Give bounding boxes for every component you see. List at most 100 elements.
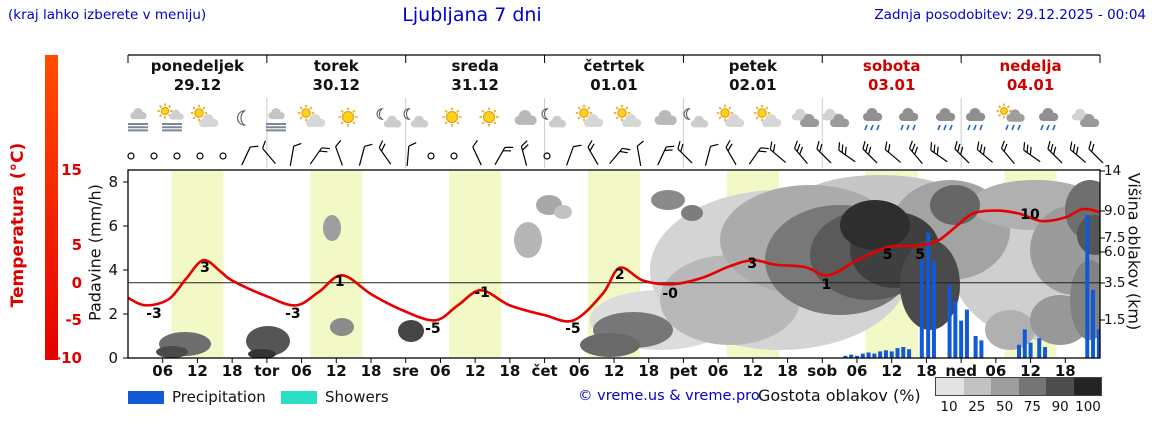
day-header-sobota: sobota 03.01 (823, 57, 961, 95)
precip-axis-tick-6: 6 (108, 217, 118, 235)
wind-barb-icon (609, 147, 631, 165)
bottom-axis-label-12: 12 (464, 362, 486, 380)
showers-legend-label: Showers (325, 388, 389, 406)
temp-point-label: 2 (615, 267, 625, 283)
wind-barb-icon (725, 140, 737, 165)
bottom-axis-label-06: 06 (152, 362, 174, 380)
precip-axis-tick-0: 0 (108, 349, 118, 367)
weather-icon-fog (128, 108, 148, 132)
bottom-axis-label-18: 18 (1054, 362, 1076, 380)
day-header-sreda: sreda 31.12 (406, 57, 544, 95)
wind-barb-icon (1023, 142, 1041, 163)
precip-axis-tick-2: 2 (108, 305, 118, 323)
cloud-axis-tick-14: 14 (1104, 163, 1122, 179)
weather-icon-rain (966, 108, 986, 131)
temperature-curve (128, 207, 1100, 323)
bottom-axis-label-12: 12 (1020, 362, 1041, 380)
bottom-axis-label-06: 06 (291, 362, 312, 380)
bottom-axis-label-18: 18 (638, 362, 660, 380)
precip-bar (1085, 215, 1090, 358)
weather-icon-fog-sun (157, 103, 184, 132)
wind-barb-icon (884, 141, 902, 163)
temp-axis-tick--5: -5 (65, 311, 82, 329)
precip-bar (964, 309, 969, 358)
weather-icon-sun-cloud (716, 104, 745, 128)
wind-calm-icon (219, 152, 227, 160)
weather-icon-moon-cloud (376, 108, 402, 128)
precip-bar (1022, 329, 1027, 358)
temp-point-label: 5 (883, 247, 893, 263)
day-date: 31.12 (451, 76, 499, 94)
precip-bar (1017, 344, 1021, 358)
precip-bar (901, 347, 906, 358)
weather-icon-sun (338, 107, 358, 127)
cloud-scale-segment (963, 378, 991, 395)
bottom-axis-label-pet: pet (669, 362, 698, 380)
day-name: ponedeljek (150, 57, 245, 75)
copyright-link[interactable]: © vreme.us & vreme.pro (578, 388, 760, 404)
precip-bar (979, 340, 984, 358)
cloud-scale-segment (1046, 378, 1074, 395)
showers-swatch (281, 391, 317, 404)
wind-barb-icon (794, 140, 808, 165)
day-header-petek: petek 02.01 (684, 57, 822, 95)
bottom-axis-label-sob: sob (807, 362, 838, 380)
wind-barb-icon (241, 145, 259, 166)
day-date: 02.01 (729, 76, 777, 94)
weather-icon-rain (1039, 108, 1059, 131)
precipitation-bars (843, 215, 1100, 358)
precip-bar (860, 353, 865, 358)
weather-icon-clouds (1071, 108, 1100, 128)
cloud-axis-tick-7.5: 7.5 (1104, 230, 1126, 246)
bottom-axis-label-sre: sre (392, 362, 419, 380)
weather-icon-rain (936, 108, 956, 131)
precip-bar (878, 351, 883, 358)
wind-barbs-row (127, 140, 1104, 167)
bottom-axis-label-ned: ned (945, 362, 977, 380)
wind-barb-icon (1001, 140, 1015, 165)
weather-icons-row (128, 103, 1100, 132)
bottom-axis-label-12: 12 (325, 362, 347, 380)
temp-point-label: -0 (662, 286, 678, 302)
temp-point-label: 10 (1020, 207, 1040, 223)
day-header-nedelja: nedelja 04.01 (962, 57, 1100, 95)
bottom-axis-label-12: 12 (881, 362, 903, 380)
temperature-colorbar (45, 55, 58, 360)
temp-point-label: 5 (915, 247, 925, 263)
wind-calm-icon (196, 152, 204, 160)
cloud-scale-label-100: 100 (1075, 399, 1101, 415)
wind-barb-icon (748, 147, 769, 165)
temp-point-label: 3 (200, 260, 210, 276)
weather-icon-rain-sun (996, 103, 1025, 131)
bottom-axis-label-18: 18 (915, 362, 937, 380)
menu-hint: (kraj lahko izberete v meniju) (8, 7, 207, 23)
wind-barb-icon (289, 142, 302, 166)
day-name: sobota (862, 57, 921, 75)
cloud-axis-tick-6.0: 6.0 (1104, 244, 1126, 260)
temp-axis-tick--10: -10 (54, 349, 82, 367)
day-name: nedelja (999, 57, 1062, 75)
precip-bar (1091, 289, 1096, 358)
wind-barb-icon (954, 140, 970, 164)
cloud-scale-label-50: 50 (996, 399, 1014, 415)
precip-bar (843, 355, 848, 358)
bottom-axis-label-12: 12 (603, 362, 625, 380)
wind-barb-icon (677, 140, 693, 164)
bottom-axis-label-18: 18 (499, 362, 521, 380)
cloud-scale-segment (991, 378, 1019, 395)
cloud-scale-label-90: 90 (1051, 399, 1069, 415)
precip-bar (959, 320, 964, 358)
precip-bar (953, 300, 958, 358)
last-update: Zadnja posodobitev: 29.12.2025 - 00:04 (874, 7, 1146, 23)
precip-bar (1028, 342, 1033, 358)
bottom-axis-label-06: 06 (846, 362, 868, 380)
wind-calm-icon (543, 152, 551, 160)
precip-bar (849, 354, 854, 358)
cloud-density-scale (935, 377, 1102, 396)
weather-icon-sun-cloud (297, 104, 326, 128)
day-name: četrtek (583, 57, 645, 75)
bottom-axis-label-06: 06 (707, 362, 729, 380)
temp-point-label: 1 (821, 277, 831, 293)
cloud-scale-label-10: 10 (940, 399, 958, 415)
